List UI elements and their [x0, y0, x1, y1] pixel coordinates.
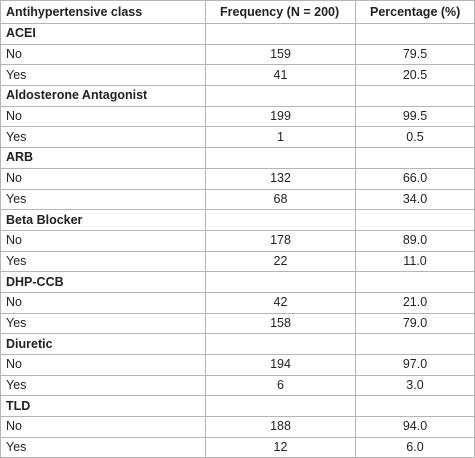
group-row: Diuretic [0, 333, 475, 355]
value-cell: 94.0 [355, 416, 475, 438]
data-row: Yes 158 79.0 [0, 312, 475, 335]
data-row: No 178 89.0 [0, 229, 475, 252]
group-label: Diuretic [0, 333, 206, 355]
data-row: No 132 66.0 [0, 167, 475, 190]
empty-cell [355, 23, 475, 45]
data-row: No 42 21.0 [0, 291, 475, 314]
value-cell: 178 [205, 229, 356, 252]
value-cell: 41 [205, 64, 356, 87]
value-cell: 11.0 [355, 250, 475, 273]
header-cell: Percentage (%) [355, 0, 475, 24]
group-label: Aldosterone Antagonist [0, 85, 206, 107]
group-label: ACEI [0, 23, 206, 45]
value-cell: 158 [205, 312, 356, 335]
data-row: Yes 12 6.0 [0, 436, 475, 458]
value-cell: 20.5 [355, 64, 475, 87]
row-label: Yes [0, 436, 206, 458]
group-row: TLD [0, 395, 475, 418]
data-row: No 188 94.0 [0, 416, 475, 438]
group-label: Beta Blocker [0, 209, 206, 231]
value-cell: 97.0 [355, 354, 475, 376]
empty-cell [355, 85, 475, 107]
value-cell: 132 [205, 167, 356, 190]
empty-cell [355, 209, 475, 231]
empty-cell [205, 147, 356, 169]
value-cell: 199 [205, 105, 356, 128]
row-label: No [0, 229, 206, 252]
data-row: Yes 41 20.5 [0, 64, 475, 87]
value-cell: 6.0 [355, 436, 475, 458]
group-row: DHP-CCB [0, 271, 475, 293]
value-cell: 79.5 [355, 43, 475, 66]
table-body: ACEI No 159 79.5 Yes 41 20.5 Aldosterone Antago… [0, 23, 475, 458]
empty-cell [205, 85, 356, 107]
group-row: ACEI [0, 23, 475, 45]
group-row: Beta Blocker [0, 209, 475, 231]
value-cell: 66.0 [355, 167, 475, 190]
data-row: Yes 22 11.0 [0, 250, 475, 273]
data-row: No 159 79.5 [0, 43, 475, 66]
empty-cell [355, 395, 475, 418]
empty-cell [205, 333, 356, 355]
table-header: Antihypertensive class Frequency (N = 20… [0, 0, 475, 24]
row-label: No [0, 291, 206, 314]
value-cell: 194 [205, 354, 356, 376]
header-cell: Frequency (N = 200) [205, 0, 356, 24]
row-label: No [0, 167, 206, 190]
group-label: TLD [0, 395, 206, 418]
data-row: Yes 1 0.5 [0, 126, 475, 149]
row-label: No [0, 416, 206, 438]
row-label: Yes [0, 126, 206, 149]
row-label: No [0, 354, 206, 376]
value-cell: 159 [205, 43, 356, 66]
value-cell: 12 [205, 436, 356, 458]
data-row: Yes 6 3.0 [0, 374, 475, 397]
value-cell: 34.0 [355, 188, 475, 211]
row-label: Yes [0, 312, 206, 335]
data-row: No 194 97.0 [0, 354, 475, 376]
value-cell: 3.0 [355, 374, 475, 397]
group-label: DHP-CCB [0, 271, 206, 293]
row-label: Yes [0, 250, 206, 273]
row-label: No [0, 105, 206, 128]
value-cell: 22 [205, 250, 356, 273]
empty-cell [205, 395, 356, 418]
row-label: No [0, 43, 206, 66]
header-cell: Antihypertensive class [0, 0, 206, 24]
value-cell: 42 [205, 291, 356, 314]
group-row: ARB [0, 147, 475, 169]
value-cell: 68 [205, 188, 356, 211]
empty-cell [205, 209, 356, 231]
value-cell: 0.5 [355, 126, 475, 149]
empty-cell [205, 23, 356, 45]
value-cell: 1 [205, 126, 356, 149]
value-cell: 188 [205, 416, 356, 438]
value-cell: 21.0 [355, 291, 475, 314]
header-row: Antihypertensive class Frequency (N = 20… [0, 0, 475, 24]
group-label: ARB [0, 147, 206, 169]
row-label: Yes [0, 188, 206, 211]
empty-cell [355, 333, 475, 355]
value-cell: 99.5 [355, 105, 475, 128]
value-cell: 79.0 [355, 312, 475, 335]
row-label: Yes [0, 374, 206, 397]
row-label: Yes [0, 64, 206, 87]
value-cell: 89.0 [355, 229, 475, 252]
data-row: No 199 99.5 [0, 105, 475, 128]
empty-cell [355, 271, 475, 293]
empty-cell [205, 271, 356, 293]
group-row: Aldosterone Antagonist [0, 85, 475, 107]
value-cell: 6 [205, 374, 356, 397]
data-row: Yes 68 34.0 [0, 188, 475, 211]
empty-cell [355, 147, 475, 169]
